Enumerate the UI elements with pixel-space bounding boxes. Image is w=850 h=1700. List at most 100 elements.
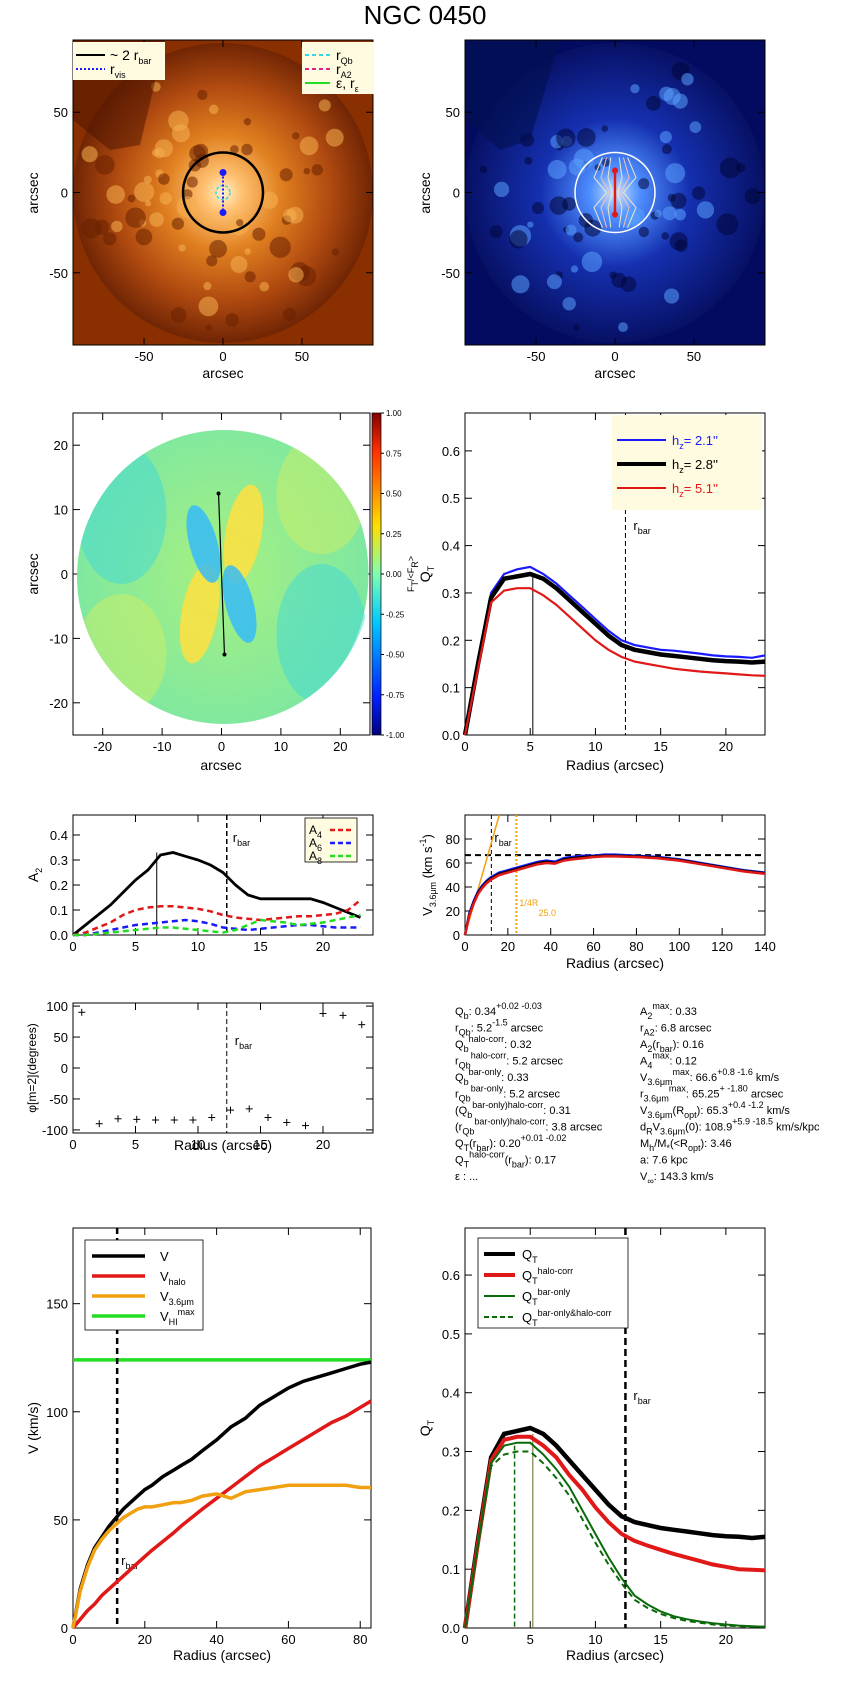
y-tick-label: 0 bbox=[453, 928, 460, 943]
label-part: ) bbox=[673, 1039, 677, 1051]
label-part: V bbox=[653, 1122, 661, 1134]
star-forming-knot bbox=[197, 89, 208, 100]
label-part: (R bbox=[673, 1105, 685, 1117]
parameter-row: (Qbbar-only)halo-corr: 0.31 bbox=[455, 1100, 571, 1120]
label-part: bar bbox=[660, 1044, 673, 1054]
label-part: arcsec bbox=[508, 1023, 544, 1035]
x-tick-label: 5 bbox=[527, 739, 534, 754]
x-tick-label: -50 bbox=[527, 349, 546, 364]
star-forming-knot bbox=[573, 324, 580, 331]
y-tick-label: 0 bbox=[61, 186, 68, 201]
parameter-row: Qb: 0.34+0.02 -0.03 bbox=[455, 1001, 542, 1021]
x-tick-label: 80 bbox=[629, 939, 643, 954]
star-forming-knot bbox=[186, 176, 198, 188]
label-part: bar-only bbox=[469, 1067, 502, 1077]
label-part: (km s bbox=[420, 846, 435, 882]
y-tick-label: 0.3 bbox=[442, 1445, 460, 1460]
star-forming-knot bbox=[674, 208, 686, 221]
rotation-curve-0 bbox=[71, 1360, 372, 1629]
star-forming-knot bbox=[81, 218, 102, 239]
outer-lobe bbox=[276, 564, 367, 704]
star-forming-knot bbox=[125, 207, 146, 228]
label-part: Qb bbox=[341, 56, 353, 66]
star-forming-knot bbox=[581, 251, 603, 272]
legend-label: ε, rε bbox=[336, 75, 359, 94]
star-forming-knot bbox=[661, 144, 672, 155]
star-forming-knot bbox=[244, 271, 256, 283]
x-tick-label: 100 bbox=[668, 939, 690, 954]
x-tick-label: 5 bbox=[527, 1632, 534, 1647]
star-forming-knot bbox=[620, 276, 637, 293]
y-tick-label: -20 bbox=[49, 696, 68, 711]
label-part: : 3.8 arcsec bbox=[545, 1122, 602, 1134]
x-axis-label: Radius (arcsec) bbox=[174, 1137, 272, 1153]
star-forming-knot bbox=[145, 200, 152, 207]
label-part: * bbox=[666, 1143, 670, 1153]
label-part: V bbox=[640, 1072, 648, 1084]
amplitude-curve-0 bbox=[72, 851, 362, 937]
y-axis-label: QT bbox=[417, 1419, 436, 1436]
label-part: Q bbox=[417, 571, 433, 582]
label-part: halo bbox=[169, 1277, 186, 1287]
label-part: r bbox=[455, 1056, 459, 1068]
x-tick-label: 20 bbox=[316, 939, 330, 954]
star-forming-knot bbox=[103, 232, 117, 246]
label-part: > bbox=[406, 556, 416, 561]
star-forming-knot bbox=[601, 125, 608, 132]
label-part: Q bbox=[522, 1310, 532, 1325]
label-part: km/s bbox=[753, 1072, 780, 1084]
label-part: 4 bbox=[647, 1061, 652, 1071]
panel-phase-profile: 0 5 10 15 20 -100 -50 0 50 100 rbar Radius (arcsec)… bbox=[25, 999, 374, 1153]
star-forming-knot bbox=[509, 230, 528, 249]
star-forming-knot bbox=[626, 207, 645, 226]
x-tick-label: 0 bbox=[69, 939, 76, 954]
star-forming-knot bbox=[259, 281, 270, 292]
legend-label: Vhalo bbox=[160, 1269, 186, 1287]
panel-image-blue: -50 0 50 -50 0 50 arcsec arcsec bbox=[417, 39, 766, 381]
legend-label: A8 bbox=[309, 849, 322, 866]
star-forming-knot bbox=[149, 212, 164, 227]
x-tick-label: -50 bbox=[135, 349, 154, 364]
label-part: : 0.12 bbox=[669, 1056, 697, 1068]
plot-frame bbox=[464, 412, 766, 736]
label-part: halo-corr bbox=[469, 1034, 505, 1044]
star-forming-knot bbox=[81, 146, 98, 163]
label-part: (r bbox=[469, 1138, 477, 1150]
label-part: : 0.33 bbox=[669, 1006, 697, 1018]
label-part: r bbox=[494, 830, 499, 845]
y-tick-label: 0.6 bbox=[442, 1268, 460, 1283]
label-part: Q bbox=[522, 1289, 532, 1304]
y-tick-label: 0.0 bbox=[442, 728, 460, 743]
y-tick-label: 0 bbox=[61, 1061, 68, 1076]
label-part: +0.01 -0.02 bbox=[521, 1133, 567, 1143]
star-forming-knot bbox=[135, 228, 153, 246]
bar-end-marker bbox=[612, 167, 618, 174]
star-forming-knot bbox=[244, 248, 251, 255]
star-forming-knot bbox=[527, 221, 534, 228]
y-tick-label: -50 bbox=[49, 266, 68, 281]
star-forming-knot bbox=[178, 244, 186, 252]
colorbar-tick-label: 0.25 bbox=[386, 530, 402, 539]
star-forming-knot bbox=[288, 267, 304, 283]
x-tick-label: 40 bbox=[543, 939, 557, 954]
label-part: vis bbox=[115, 70, 126, 80]
label-part: A bbox=[309, 823, 317, 837]
star-forming-knot bbox=[549, 196, 569, 215]
label-part: : 65.25 bbox=[686, 1089, 720, 1101]
parameter-row: QT(rbar): 0.20+0.01 -0.02 bbox=[455, 1133, 566, 1153]
label-part: bar-only bbox=[471, 1084, 504, 1094]
star-forming-knot bbox=[667, 193, 676, 202]
label-part: bar bbox=[237, 838, 250, 848]
star-forming-knot bbox=[241, 143, 253, 156]
star-forming-knot bbox=[252, 227, 266, 241]
y-tick-label: 0 bbox=[61, 1621, 68, 1636]
x-tick-label: -20 bbox=[93, 739, 112, 754]
label-part: bar bbox=[638, 1396, 651, 1406]
x-tick-label: 40 bbox=[209, 1632, 223, 1647]
x-tick-label: 5 bbox=[132, 939, 139, 954]
label-part: : 5.2 arcsec bbox=[503, 1089, 560, 1101]
star-forming-knot bbox=[689, 121, 702, 133]
label-part: (<R bbox=[670, 1138, 688, 1150]
